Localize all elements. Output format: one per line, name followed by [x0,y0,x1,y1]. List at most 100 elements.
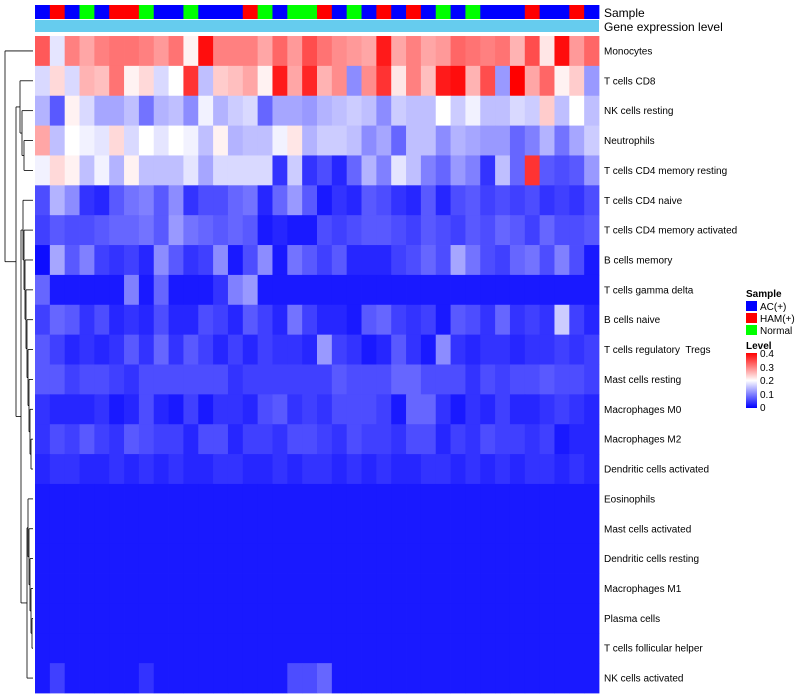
heatmap-cell [480,65,496,97]
heatmap-cell [509,633,526,664]
heatmap-cell [539,304,555,336]
heatmap-cell [584,155,600,186]
heatmap-cell [94,663,110,694]
heatmap-cell [138,95,155,126]
heatmap-cell [420,364,437,395]
heatmap-cell [346,454,362,485]
heatmap-cell [287,245,303,276]
heatmap-cell [213,394,229,425]
heatmap-cell [138,633,155,664]
heatmap-cell [64,304,80,336]
heatmap-cell [272,663,288,694]
heatmap-cell [94,155,110,186]
heatmap-cell [465,573,481,604]
heatmap-cell [35,513,51,545]
heatmap-cell [124,245,140,276]
heatmap-cell [49,633,66,664]
heatmap-cell [183,603,199,634]
heatmap-cell [420,663,437,694]
heatmap-cell [435,215,451,246]
heatmap-cell [524,36,541,67]
heatmap-cell [317,334,333,365]
heatmap-cell [79,424,95,455]
heatmap-cell [361,424,377,455]
heatmap-cell [554,36,570,67]
heatmap-cell [257,633,273,664]
heatmap-cell [420,394,437,425]
heatmap-cell [213,95,229,126]
heatmap-cell [168,454,184,485]
heatmap-cell [287,663,303,694]
heatmap-cell [64,513,80,545]
heatmap-cell [64,245,80,276]
heatmap-cell [317,454,333,485]
legend-label-ham: HAM(+) [760,314,795,325]
heatmap-cell [94,573,110,604]
heatmap-cell [64,573,80,604]
heatmap-cell [435,364,451,395]
heatmap-cell [509,125,526,156]
heatmap-cell [406,215,422,246]
heatmap-cell [554,274,570,306]
heatmap-cell [242,424,259,455]
heatmap-cell [153,125,169,156]
heatmap-cell [406,663,422,694]
heatmap-cell [49,245,66,276]
row-dendrogram [4,50,33,679]
heatmap-cell [138,424,155,455]
sample-annotation-cell [257,5,273,19]
heatmap-cell [495,454,511,485]
heatmap-cell [420,95,437,126]
heatmap-cell [450,125,466,156]
sample-annotation-cell [317,5,333,19]
heatmap-cell [495,573,511,604]
heatmap-cell [35,394,51,425]
heatmap-cell [435,304,451,336]
heatmap-cell [450,633,466,664]
heatmap-cell [49,543,66,574]
sample-annotation-cell [242,5,259,19]
level-tick-label: 0.2 [760,376,774,387]
heatmap-cell [64,364,80,395]
heatmap-cell [49,483,66,515]
heatmap-cell [420,185,437,216]
heatmap-cell [198,245,214,276]
heatmap-cell [480,573,496,604]
heatmap-cell [346,155,362,186]
row-label: Macrophages M0 [604,405,682,416]
heatmap-cell [287,543,303,574]
heatmap-cell [480,603,496,634]
heatmap-cell [257,603,273,634]
heatmap-cell [272,274,288,306]
heatmap-cell [361,304,377,336]
heatmap-cell [509,394,526,425]
heatmap-cell [391,483,407,515]
heatmap-cell [317,95,333,126]
heatmap-cell [124,513,140,545]
heatmap-grid [35,36,600,694]
heatmap-cell [554,155,570,186]
heatmap-cell [406,633,422,664]
heatmap-cell [183,663,199,694]
heatmap-cell [361,95,377,126]
heatmap-cell [64,215,80,246]
heatmap-cell [198,454,214,485]
heatmap-cell [227,155,244,186]
heatmap-cell [35,245,51,276]
heatmap-cell [257,334,273,365]
heatmap-cell [391,394,407,425]
heatmap-cell [35,424,51,455]
heatmap-cell [153,245,169,276]
heatmap-cell [109,483,125,515]
heatmap-cell [346,245,362,276]
heatmap-cell [554,364,570,395]
heatmap-cell [49,334,66,365]
heatmap-cell [584,394,600,425]
heatmap-cell [495,304,511,336]
heatmap-cell [420,125,437,156]
heatmap-cell [287,185,303,216]
heatmap-cell [124,274,140,306]
heatmap-cell [64,603,80,634]
heatmap-cell [79,65,95,97]
